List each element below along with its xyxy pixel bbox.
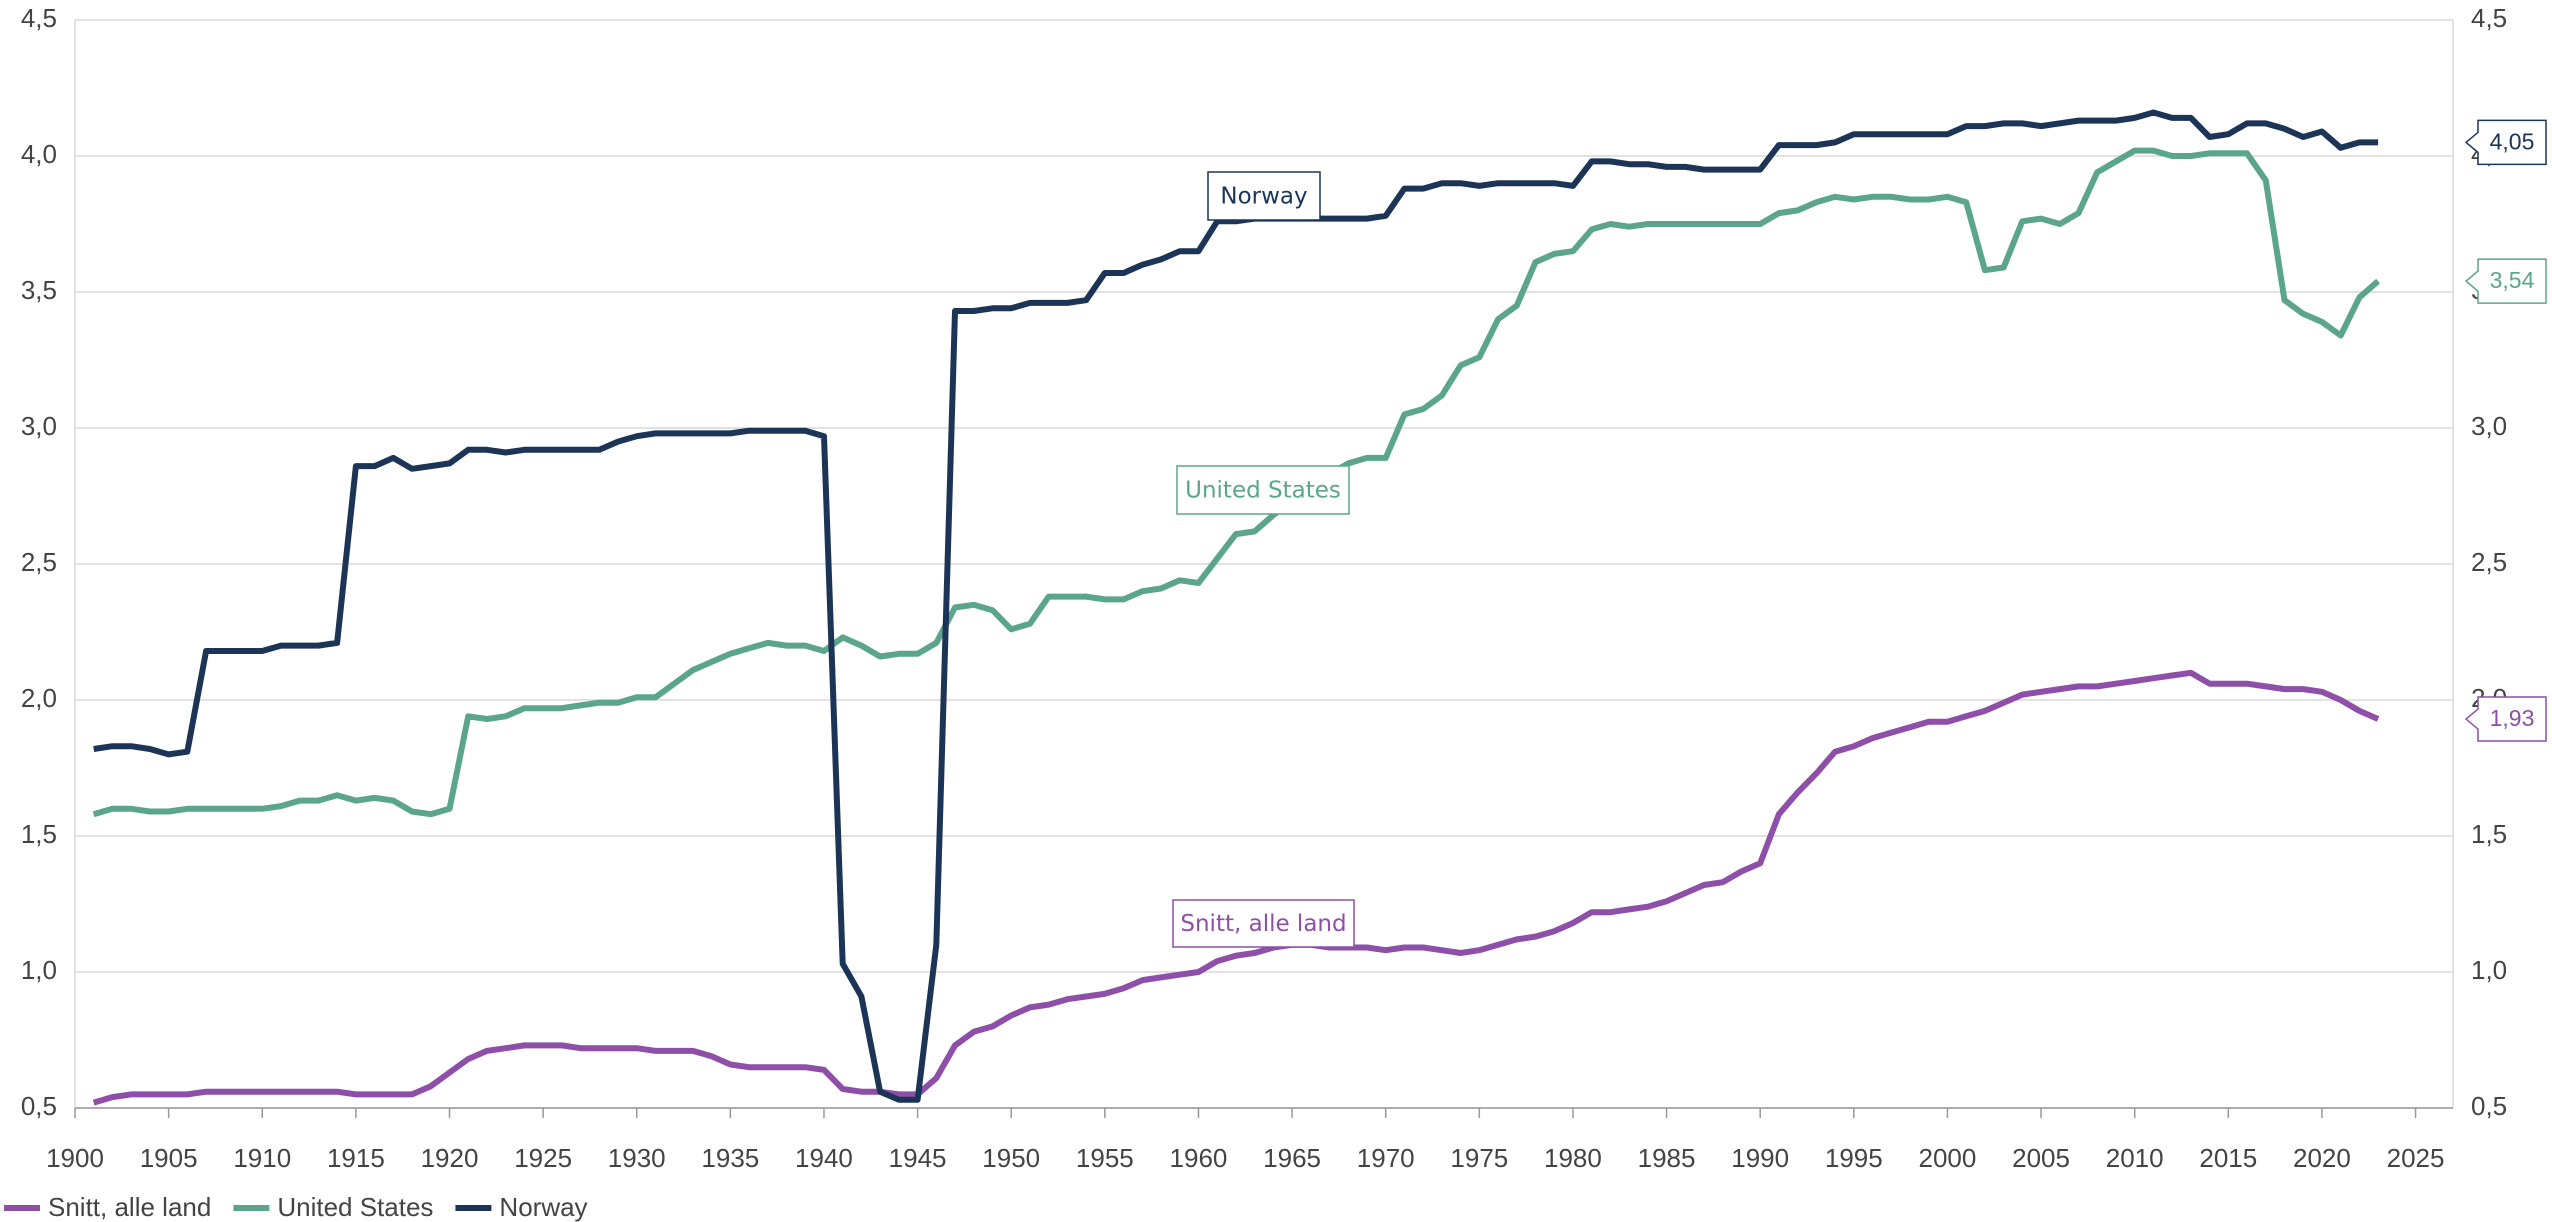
x-tick-label: 1975 [1450, 1143, 1508, 1173]
end-label: 1,93 [2464, 696, 2547, 742]
annotation-text: Norway [1220, 184, 1307, 210]
annotation-text: Snitt, alle land [1180, 911, 1346, 937]
legend-label: Norway [499, 1192, 587, 1222]
end-label-text: 1,93 [2490, 705, 2535, 731]
series-line [92, 147, 2381, 818]
x-tick-label: 1910 [233, 1143, 291, 1173]
x-tick-label: 1970 [1357, 1143, 1415, 1173]
x-tick-label: 1930 [608, 1143, 666, 1173]
x-tick-label: 2005 [2012, 1143, 2070, 1173]
x-tick-label: 1965 [1263, 1143, 1321, 1173]
x-tick-label: 1990 [1731, 1143, 1789, 1173]
end-label-text: 4,05 [2490, 128, 2535, 154]
series-annotation: United States [1176, 465, 1350, 515]
x-tick-label: 1915 [327, 1143, 385, 1173]
y2-tick-label: 1,0 [2471, 955, 2507, 985]
y-tick-label: 2,5 [21, 547, 57, 577]
x-tick-label: 1995 [1825, 1143, 1883, 1173]
legend-label: United States [277, 1192, 433, 1222]
x-tick-label: 1945 [889, 1143, 947, 1173]
x-tick-label: 1980 [1544, 1143, 1602, 1173]
x-tick-label: 1900 [46, 1143, 104, 1173]
x-tick-label: 1920 [421, 1143, 479, 1173]
y-tick-label: 3,5 [21, 275, 57, 305]
y-tick-label: 1,0 [21, 955, 57, 985]
x-tick-label: 2020 [2293, 1143, 2351, 1173]
x-tick-label: 1955 [1076, 1143, 1134, 1173]
series-annotation: Snitt, alle land [1172, 899, 1355, 948]
y-tick-label: 4,0 [21, 139, 57, 169]
end-label: 3,54 [2464, 258, 2547, 304]
y-tick-label: 0,5 [21, 1091, 57, 1121]
end-label-text: 3,54 [2490, 267, 2535, 293]
end-label-box [2464, 258, 2547, 304]
x-tick-label: 1935 [701, 1143, 759, 1173]
x-tick-label: 2010 [2106, 1143, 2164, 1173]
x-tick-label: 1950 [982, 1143, 1040, 1173]
y2-tick-label: 3,0 [2471, 411, 2507, 441]
end-label: 4,05 [2464, 119, 2547, 166]
annotation-box [1176, 465, 1350, 515]
x-tick-label: 1960 [1170, 1143, 1228, 1173]
x-tick-label: 1985 [1638, 1143, 1696, 1173]
x-tick-label: 2025 [2387, 1143, 2445, 1173]
y-tick-label: 4,5 [21, 3, 57, 33]
y2-tick-label: 0,5 [2471, 1091, 2507, 1121]
series-line [93, 109, 2379, 1103]
y2-tick-label: 2,5 [2471, 547, 2507, 577]
x-tick-label: 2000 [1919, 1143, 1977, 1173]
end-label-box [2464, 119, 2547, 166]
annotation-text: United States [1185, 478, 1341, 504]
series-annotation: Norway [1207, 171, 1321, 221]
y2-tick-label: 4,5 [2471, 3, 2507, 33]
annotation-box [1207, 171, 1321, 221]
legend-label: Snitt, alle land [48, 1192, 211, 1222]
x-tick-label: 1940 [795, 1143, 853, 1173]
annotation-box [1172, 899, 1355, 948]
y-tick-label: 2,0 [21, 683, 57, 713]
x-tick-label: 1925 [514, 1143, 572, 1173]
y-tick-label: 3,0 [21, 411, 57, 441]
y-tick-label: 1,5 [21, 819, 57, 849]
x-tick-label: 1905 [140, 1143, 198, 1173]
y2-tick-label: 1,5 [2471, 819, 2507, 849]
series-line [92, 669, 2380, 1106]
x-tick-label: 2015 [2199, 1143, 2257, 1173]
end-label-box [2464, 696, 2547, 742]
